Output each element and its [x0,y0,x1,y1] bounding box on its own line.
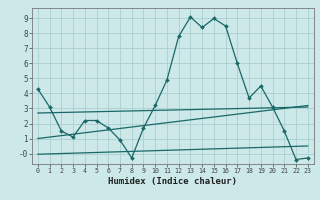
X-axis label: Humidex (Indice chaleur): Humidex (Indice chaleur) [108,177,237,186]
